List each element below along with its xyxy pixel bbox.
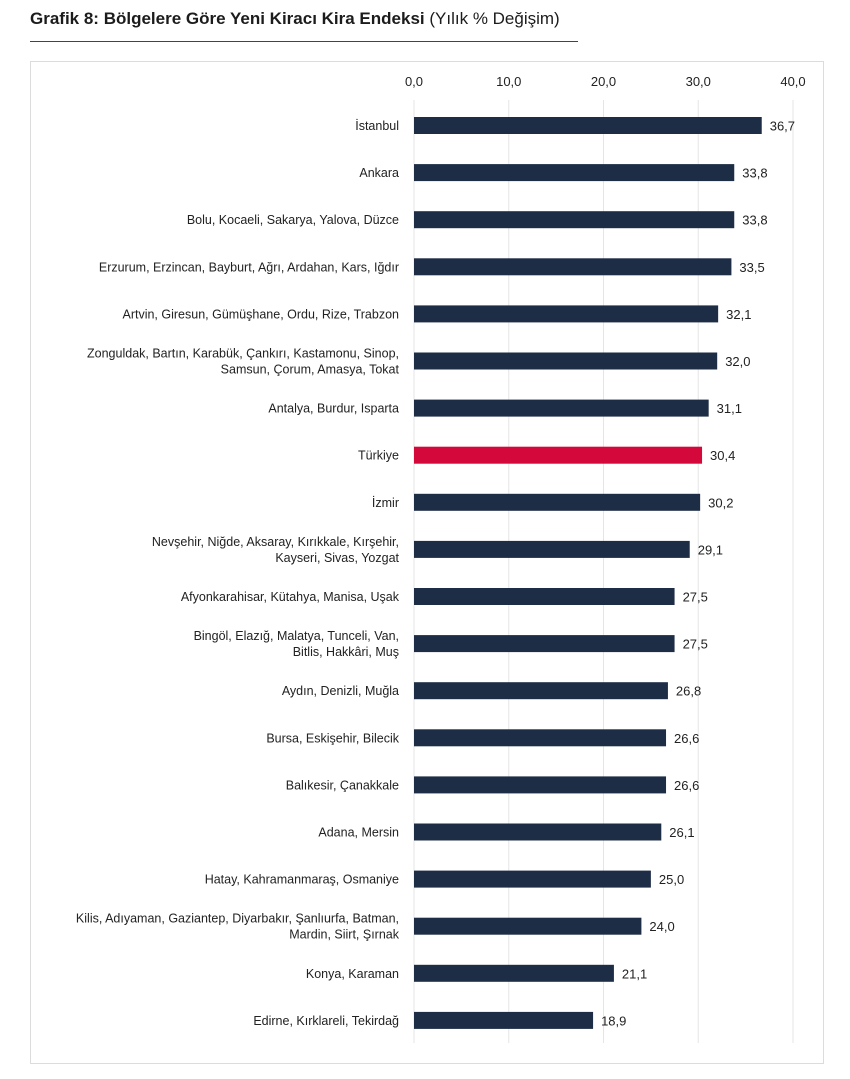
bar (414, 964, 614, 982)
x-tick-label: 0,0 (405, 74, 423, 89)
data-label: 30,4 (710, 448, 735, 463)
bar (414, 917, 642, 935)
bar (414, 352, 718, 370)
bar (414, 776, 667, 794)
title-underline (30, 41, 578, 42)
chart-title-main: Grafik 8: Bölgelere Göre Yeni Kiracı Kir… (30, 9, 425, 28)
data-label: 29,1 (698, 542, 723, 557)
category-label: Bingöl, Elazığ, Malatya, Tunceli, Van, (194, 629, 399, 643)
bar (414, 258, 732, 276)
bar (414, 729, 667, 747)
data-label: 25,0 (659, 872, 684, 887)
bar (414, 588, 675, 605)
x-tick-label: 20,0 (591, 74, 616, 89)
data-label: 21,1 (622, 966, 647, 981)
bar (414, 1011, 594, 1029)
data-label: 18,9 (601, 1013, 626, 1028)
bar (414, 682, 668, 700)
category-label: Afyonkarahisar, Kütahya, Manisa, Uşak (181, 590, 400, 604)
data-label: 26,6 (674, 731, 699, 746)
data-label: 32,1 (726, 307, 751, 322)
category-label: Erzurum, Erzincan, Bayburt, Ağrı, Ardaha… (99, 260, 399, 274)
category-label: Adana, Mersin (318, 826, 399, 840)
category-label: Konya, Karaman (306, 967, 399, 981)
data-label: 32,0 (725, 354, 750, 369)
data-label: 27,5 (683, 637, 708, 652)
category-label: Kilis, Adıyaman, Gaziantep, Diyarbakır, … (76, 912, 399, 926)
bar (414, 211, 735, 229)
category-label: Zonguldak, Bartın, Karabük, Çankırı, Kas… (87, 347, 399, 361)
category-label: Kayseri, Sivas, Yozgat (275, 551, 399, 565)
chart-title-unit: (Yılık % Değişim) (429, 9, 560, 28)
bar (414, 164, 735, 182)
category-label: Samsun, Çorum, Amasya, Tokat (221, 363, 400, 377)
chart-title: Grafik 8: Bölgelere Göre Yeni Kiracı Kir… (30, 9, 560, 29)
x-tick-label: 40,0 (780, 74, 805, 89)
data-label: 24,0 (649, 919, 674, 934)
bar (414, 823, 662, 841)
category-label: Bursa, Eskişehir, Bilecik (266, 731, 399, 745)
data-label: 33,8 (742, 213, 767, 228)
category-label: Hatay, Kahramanmaraş, Osmaniye (205, 873, 399, 887)
data-label: 26,1 (669, 825, 694, 840)
category-label: Antalya, Burdur, Isparta (268, 402, 399, 416)
data-label: 36,7 (770, 119, 795, 134)
category-label: Mardin, Siirt, Şırnak (289, 928, 400, 942)
category-label: İstanbul (355, 119, 399, 133)
category-label: Türkiye (358, 449, 399, 463)
category-label: Bolu, Kocaeli, Sakarya, Yalova, Düzce (187, 213, 399, 227)
x-tick-label: 10,0 (496, 74, 521, 89)
chart-frame (30, 61, 824, 1064)
bar (414, 540, 690, 558)
category-label: Aydın, Denizli, Muğla (282, 684, 399, 698)
data-label: 31,1 (717, 401, 742, 416)
category-label: Artvin, Giresun, Gümüşhane, Ordu, Rize, … (122, 307, 399, 321)
category-label: Balıkesir, Çanakkale (286, 778, 399, 792)
x-tick-label: 30,0 (686, 74, 711, 89)
data-label: 30,2 (708, 495, 733, 510)
bar-highlight (414, 446, 703, 464)
category-label: Nevşehir, Niğde, Aksaray, Kırıkkale, Kır… (152, 535, 399, 549)
category-label: İzmir (372, 496, 399, 510)
bar (414, 305, 719, 323)
category-label: Ankara (359, 166, 399, 180)
category-label: Edirne, Kırklareli, Tekirdağ (253, 1014, 399, 1028)
bar (414, 493, 701, 511)
data-label: 26,6 (674, 778, 699, 793)
category-label: Bitlis, Hakkâri, Muş (293, 645, 399, 659)
bar (414, 635, 675, 653)
bar (414, 399, 709, 417)
data-label: 26,8 (676, 684, 701, 699)
bar (414, 117, 762, 134)
bar (414, 870, 651, 888)
data-label: 27,5 (683, 590, 708, 605)
data-label: 33,5 (739, 260, 764, 275)
data-label: 33,8 (742, 166, 767, 181)
